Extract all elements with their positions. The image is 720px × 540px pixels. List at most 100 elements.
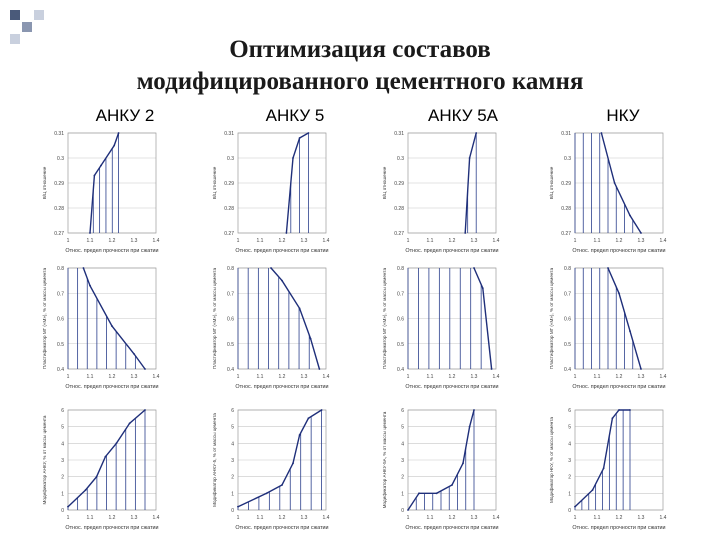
x-tick-label: 1.1 — [594, 515, 601, 521]
data-point — [591, 489, 594, 491]
y-tick-label: 0.29 — [561, 181, 571, 187]
y-tick-label: 6 — [61, 408, 64, 414]
y-tick-label: 0.7 — [564, 291, 571, 297]
y-tick-label: 5 — [231, 425, 234, 431]
data-line — [600, 132, 642, 234]
data-point — [67, 505, 69, 508]
data-point — [111, 325, 113, 327]
y-axis-label: Модификатор АНКУ-5, % от массы цемента — [212, 413, 217, 507]
x-tick-label: 1.4 — [660, 515, 667, 521]
data-line — [285, 132, 309, 234]
x-tick-label: 1.3 — [131, 238, 138, 244]
x-axis-label: Относ. предел прочности при сжатии — [405, 525, 498, 531]
data-point — [468, 425, 471, 428]
plot-frame — [67, 409, 157, 511]
chart-panel-2-1: 0.8 0.7 0.6 0.5 0.41 1.1 1.2 1.3 1.4 Пластификато… — [42, 266, 160, 390]
data-point — [292, 462, 294, 465]
x-tick-label: 1.1 — [257, 515, 264, 521]
y-tick-label: 2 — [61, 475, 64, 481]
x-tick-label: 1.1 — [594, 374, 601, 380]
y-axis-label: Модификатор НКУ, % от массы цемента — [549, 417, 554, 503]
y-tick-label: 5 — [401, 425, 404, 431]
x-tick-label: 1 — [407, 374, 410, 380]
data-point — [318, 368, 321, 370]
x-tick-label: 1.2 — [279, 374, 286, 380]
y-tick-label: 2 — [401, 475, 404, 481]
data-point — [237, 505, 239, 508]
y-tick-label: 3 — [401, 458, 404, 464]
x-tick-label: 1 — [237, 374, 240, 380]
x-tick-label: 1 — [237, 238, 240, 244]
y-tick-label: 1 — [61, 491, 64, 497]
y-axis-label: В/Ц отношение — [549, 166, 554, 199]
data-point — [475, 132, 478, 134]
y-axis-label: Пластификатор МГ («М»), % от массы цемен… — [212, 268, 217, 370]
y-tick-label: 0.28 — [224, 206, 234, 212]
x-axis-label: Относ. предел прочности при сжатии — [65, 525, 158, 531]
y-tick-label: 0.8 — [227, 266, 234, 272]
y-axis-label: Пластификатор МГ («М»), % от массы цемен… — [382, 268, 387, 370]
x-tick-label: 1 — [67, 374, 70, 380]
x-tick-label: 1 — [574, 374, 577, 380]
y-tick-label: 2 — [568, 475, 571, 481]
data-point — [481, 287, 484, 290]
data-point — [320, 409, 323, 411]
x-tick-label: 1.2 — [109, 238, 116, 244]
x-tick-label: 1.1 — [87, 515, 94, 521]
x-tick-label: 1.2 — [109, 515, 116, 521]
chart-panel-1-4: 0.31 0.3 0.29 0.28 0.271 1.1 1.2 1.3 1.4 В/Ц отно… — [549, 131, 667, 254]
y-tick-label: 1 — [568, 491, 571, 497]
y-tick-label: 0.3 — [397, 156, 404, 162]
y-tick-label: 0.8 — [397, 266, 404, 272]
data-point — [629, 409, 631, 411]
data-point — [490, 368, 493, 370]
chart-panel-1-3: 0.31 0.3 0.29 0.28 0.271 1.1 1.2 1.3 1.4 В/Ц отно… — [382, 131, 500, 254]
data-point — [611, 417, 614, 420]
x-tick-label: 1.2 — [109, 374, 116, 380]
x-tick-label: 1.4 — [660, 374, 667, 380]
y-tick-label: 0.5 — [227, 342, 234, 348]
x-tick-label: 1.2 — [449, 515, 456, 521]
x-tick-label: 1.4 — [323, 238, 330, 244]
y-tick-label: 0.4 — [564, 367, 571, 373]
y-tick-label: 0 — [231, 508, 234, 514]
x-tick-label: 1.4 — [153, 238, 160, 244]
plot-frame — [237, 409, 327, 511]
x-axis-label: Относ. предел прочности при сжатии — [65, 248, 158, 254]
y-tick-label: 0.5 — [57, 342, 64, 348]
y-axis-label: Модификатор АНКУ-5А, % от массы цемента — [382, 411, 387, 508]
data-point — [95, 475, 98, 478]
y-tick-label: 0.6 — [564, 317, 571, 323]
corner-decoration — [10, 10, 44, 44]
y-tick-label: 0.5 — [397, 342, 404, 348]
x-tick-label: 1.1 — [594, 238, 601, 244]
x-tick-label: 1.4 — [493, 515, 500, 521]
slide-title-line-2: модифицированного цементного камня — [136, 68, 584, 95]
x-axis-label: Относ. предел прочности при сжатии — [405, 248, 498, 254]
x-tick-label: 1.2 — [279, 515, 286, 521]
data-point — [451, 484, 453, 486]
y-tick-label: 3 — [231, 458, 234, 464]
y-tick-label: 4 — [401, 441, 404, 447]
x-tick-label: 1.2 — [279, 238, 286, 244]
data-point — [281, 279, 283, 282]
data-line — [607, 267, 642, 370]
data-point — [640, 368, 642, 370]
y-tick-label: 0.6 — [227, 317, 234, 323]
x-tick-label: 1 — [407, 238, 410, 244]
x-tick-label: 1.3 — [471, 515, 478, 521]
data-point — [618, 409, 620, 411]
chart-panel-2-3: 0.8 0.7 0.6 0.5 0.41 1.1 1.2 1.3 1.4 Пластификато… — [382, 266, 500, 390]
y-tick-label: 0.4 — [57, 367, 64, 373]
y-tick-label: 0.5 — [564, 342, 571, 348]
x-tick-label: 1.4 — [493, 374, 500, 380]
chart-panel-2-2: 0.8 0.7 0.6 0.5 0.41 1.1 1.2 1.3 1.4 Пластификато… — [212, 266, 330, 390]
data-point — [89, 284, 91, 287]
column-label-4: НКУ — [606, 106, 640, 125]
data-point — [82, 267, 85, 269]
x-tick-label: 1.1 — [87, 238, 94, 244]
x-tick-label: 1.4 — [323, 515, 330, 521]
y-axis-label: Пластификатор МГ («М»), % от массы цемен… — [549, 268, 554, 370]
x-tick-label: 1 — [67, 238, 70, 244]
